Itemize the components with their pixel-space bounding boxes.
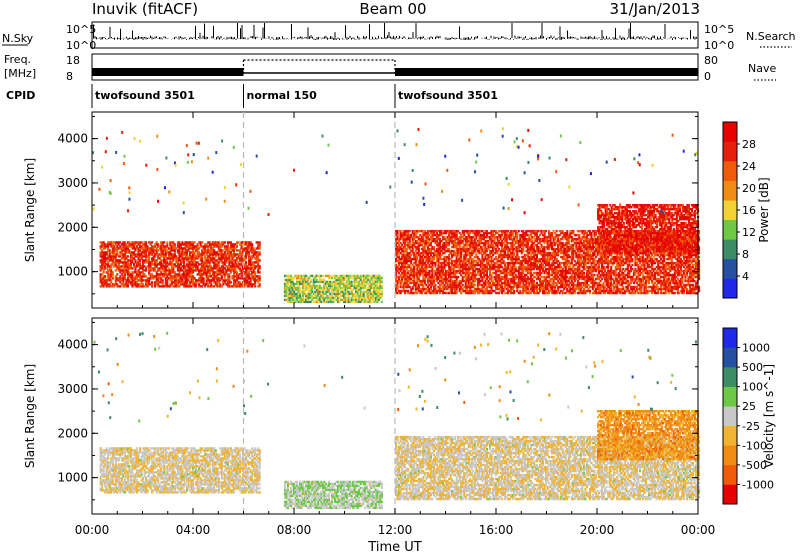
y-tick-label: 1000 [57, 265, 88, 279]
x-tick-label: 00:00 [75, 523, 110, 537]
colorbar-swatch [723, 278, 737, 299]
nave-label: Nave [748, 62, 776, 75]
colorbar-tick-label: 12 [742, 226, 756, 239]
colorbar-swatch [723, 161, 737, 181]
velocity-colorbar-label: Velocity [m s^-1] [762, 364, 776, 468]
nsky-tick-top: 10^5 [66, 23, 96, 36]
y-tick-label: 2000 [57, 426, 88, 440]
freq-label: Freq. [4, 53, 31, 66]
colorbar-swatch [723, 258, 737, 279]
colorbar-tick-label: 20 [742, 182, 756, 195]
cpid-segment-label: normal 150 [247, 89, 318, 102]
nave-tick-bottom: 0 [704, 70, 711, 83]
station-title: Inuvik (fitACF) [92, 0, 198, 18]
colorbar-swatch [723, 141, 737, 162]
colorbar-tick-label: -1000 [742, 478, 774, 491]
cpid-label: CPID [6, 89, 35, 102]
velocity-panel: 1000 2000 3000 4000 Slant Range [km] 1000 50… [23, 317, 776, 515]
colorbar-tick-label: 25 [742, 400, 756, 413]
colorbar-tick-label: 24 [742, 160, 756, 173]
y-tick-label: 2000 [57, 220, 88, 234]
y-tick-label: 4000 [57, 132, 88, 146]
colorbar-swatch [723, 425, 737, 446]
x-tick-label: 12:00 [378, 523, 413, 537]
velocity-echo-cells [93, 331, 701, 510]
freq-panel: Freq. [MHz] 18 8 80 0 Nave [4, 53, 776, 83]
freq-tick-top: 18 [66, 54, 80, 67]
x-tick-label: 08:00 [277, 523, 312, 537]
colorbar-swatch [723, 386, 737, 407]
freq-unit: [MHz] [4, 67, 36, 80]
x-axis-label: Time UT [367, 540, 421, 554]
colorbar-tick-label: 8 [742, 248, 749, 261]
colorbar-tick-label: 500 [742, 361, 763, 374]
nsearch-label: N.Search [746, 30, 796, 43]
x-tick-label: 00:00 [681, 523, 716, 537]
colorbar-swatch [723, 484, 737, 505]
colorbar-swatch [723, 464, 737, 485]
colorbar-swatch [723, 328, 737, 348]
colorbar-swatch [723, 367, 737, 387]
nsky-tick-bottom: 10^0 [66, 39, 96, 52]
cpid-row: CPID twofsound 3501 normal 150 twofsound 3… [6, 84, 498, 108]
freq-trace [92, 59, 698, 76]
x-axis: 00:00 04:00 08:00 12:00 16:00 20:00 00:00 [75, 112, 716, 537]
x-tick-label: 20:00 [580, 523, 615, 537]
colorbar-swatch [723, 239, 737, 260]
colorbar-tick-label: -500 [742, 459, 767, 472]
power-panel: 1000 2000 3000 4000 Slant Range [km] 4 8 12 16… [23, 111, 771, 309]
colorbar-swatch [723, 347, 737, 368]
y-tick-label: 4000 [57, 338, 88, 352]
colorbar-swatch [723, 406, 737, 427]
colorbar-swatch [723, 180, 737, 201]
y-tick-label: 1000 [57, 471, 88, 485]
nsky-panel: N.Sky 10^5 10^0 10^5 10^0 N.Search [2, 21, 796, 52]
date-title: 31/Jan/2013 [610, 0, 701, 18]
freq-tick-bottom: 8 [66, 70, 73, 83]
nsky-label: N.Sky [2, 32, 34, 45]
colorbar-swatch [723, 122, 737, 142]
power-echo-cells [92, 127, 701, 304]
y-tick-label: 3000 [57, 176, 88, 190]
colorbar-tick-label: -25 [742, 420, 760, 433]
x-tick-label: 04:00 [176, 523, 211, 537]
power-ylabel: Slant Range [km] [23, 158, 37, 262]
nsky-trace [91, 23, 697, 40]
colorbar-tick-label: 4 [742, 270, 749, 283]
nsearch-tick-bottom: 10^0 [704, 39, 734, 52]
colorbar-tick-label: 1000 [742, 342, 770, 355]
x-tick-label: 16:00 [479, 523, 514, 537]
colorbar-swatch [723, 219, 737, 240]
colorbar-tick-label: 16 [742, 204, 756, 217]
colorbar-tick-label: -100 [742, 439, 767, 452]
beam-title: Beam 00 [359, 0, 426, 18]
nave-tick-top: 80 [704, 54, 718, 67]
nsearch-tick-top: 10^5 [704, 23, 734, 36]
cpid-segment-label: twofsound 3501 [398, 89, 498, 102]
velocity-ylabel: Slant Range [km] [23, 364, 37, 468]
colorbar-swatch [723, 200, 737, 221]
power-colorbar-label: Power [dB] [757, 177, 771, 242]
cpid-segment-label: twofsound 3501 [95, 89, 195, 102]
colorbar-tick-label: 100 [742, 381, 763, 394]
colorbar-tick-label: 28 [742, 138, 756, 151]
colorbar-swatch [723, 445, 737, 466]
y-tick-label: 3000 [57, 382, 88, 396]
